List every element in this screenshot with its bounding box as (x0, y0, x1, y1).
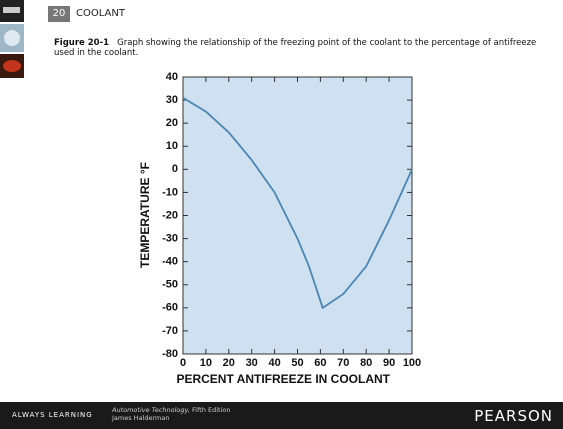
y-tick-label: -60 (162, 302, 178, 314)
footer: ALWAYS LEARNING Automotive Technology, F… (0, 402, 563, 429)
x-tick-label: 80 (360, 357, 372, 369)
plot-area (183, 77, 412, 354)
y-axis-label: TEMPERATURE °F (138, 162, 152, 268)
book-title: Automotive Technology, (112, 406, 190, 414)
y-tick-label: 10 (166, 140, 178, 152)
x-tick-label: 100 (403, 357, 421, 369)
y-tick-label: 0 (172, 163, 178, 175)
author: James Halderman (112, 414, 169, 422)
x-tick-label: 10 (200, 357, 212, 369)
y-tick-label: -50 (162, 279, 178, 291)
y-tick-label: 20 (166, 117, 178, 129)
x-axis-label: PERCENT ANTIFREEZE IN COOLANT (176, 372, 390, 386)
y-tick-label: -70 (162, 325, 178, 337)
x-tick-label: 70 (337, 357, 349, 369)
x-tick-label: 20 (223, 357, 235, 369)
x-tick-label: 40 (268, 357, 280, 369)
y-tick-label: -40 (162, 256, 178, 268)
x-tick-label: 30 (246, 357, 258, 369)
y-tick-label: -30 (162, 232, 178, 244)
x-tick-label: 0 (180, 357, 186, 369)
x-tick-label: 60 (314, 357, 326, 369)
brand-tag: ALWAYS LEARNING (12, 411, 93, 419)
y-tick-label: 40 (166, 71, 178, 83)
y-tick-label: -80 (162, 348, 178, 360)
y-tick-label: -10 (162, 186, 178, 198)
publisher: PEARSON (474, 407, 553, 425)
x-tick-label: 50 (291, 357, 303, 369)
y-tick-label: -20 (162, 209, 178, 221)
x-tick-label: 90 (383, 357, 395, 369)
book-info: Automotive Technology, Fifth Edition Jame… (112, 406, 231, 422)
edition: Fifth Edition (192, 406, 230, 414)
y-tick-label: 30 (166, 94, 178, 106)
chart: PERCENT ANTIFREEZE IN COOLANT TEMPERATUR… (0, 0, 563, 400)
slide: 20 COOLANT Figure 20-1 Graph showing the… (0, 0, 563, 429)
